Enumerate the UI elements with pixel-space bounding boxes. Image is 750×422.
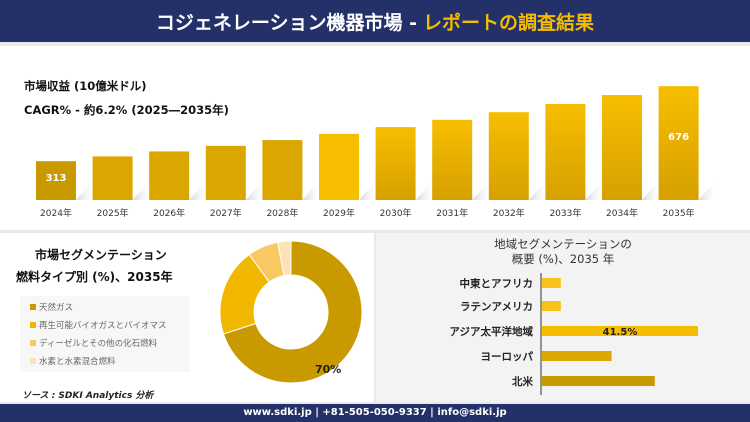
revenue-bar <box>658 86 699 200</box>
source-note: ソース : SDKI Analytics 分析 <box>22 391 154 401</box>
year-tick-label: 2030年 <box>380 207 412 219</box>
revenue-bar <box>319 133 359 200</box>
year-tick-label: 2025年 <box>97 207 129 219</box>
region-bar <box>542 376 655 386</box>
legend-swatch <box>30 304 36 310</box>
bar-shadow <box>698 182 715 200</box>
year-tick-label: 2027年 <box>210 207 242 219</box>
year-tick-label: 2031年 <box>436 207 468 219</box>
legend-swatch <box>30 358 36 364</box>
revenue-bar <box>205 145 246 200</box>
year-tick-label: 2026年 <box>153 207 185 219</box>
bar-shadow <box>302 182 319 200</box>
header-title: コジェネレーション機器市場 - <box>155 11 418 34</box>
donut-slice <box>222 241 363 384</box>
bar-shadow <box>245 182 262 200</box>
year-tick-label: 2028年 <box>266 207 298 219</box>
revenue-bar <box>432 119 473 200</box>
legend-item: 天然ガス <box>20 298 190 316</box>
year-tick-label: 2034年 <box>606 207 638 219</box>
revenue-label: 市場収益 (10億米ドル) <box>24 79 147 93</box>
revenue-bar <box>262 140 303 200</box>
legend-item: 水素と水素混合燃料 <box>20 352 190 370</box>
fuel-donut-chart: 70% <box>219 241 363 384</box>
bar-shadow <box>528 182 545 200</box>
revenue-bar <box>545 103 586 200</box>
legend-swatch <box>30 340 36 346</box>
legend-label: 再生可能バイオガスとバイオマス <box>39 321 167 331</box>
revenue-bar-chart: 2024年 313 2025年 2026年 2027年 2028年 2029年 2030年 20… <box>36 86 715 219</box>
fuel-legend: 天然ガス再生可能バイオガスとバイオマス ディーゼルとその他の化石燃料 水素と水素混合… <box>20 296 190 372</box>
fuel-subtitle: 燃料タイプ別 (%)、2035年 <box>16 270 173 284</box>
legend-label: 天然ガス <box>39 303 74 313</box>
bar-shadow <box>472 182 489 200</box>
region-label: 北米 <box>512 375 533 388</box>
region-bar <box>542 301 561 311</box>
region-bar <box>542 326 698 336</box>
bar-shadow <box>585 182 602 200</box>
legend-label: 水素と水素混合燃料 <box>39 357 116 367</box>
legend-swatch <box>30 322 36 328</box>
revenue-bar <box>602 95 642 200</box>
region-label: ヨーロッパ <box>481 351 534 363</box>
legend-label: ディーゼルとその他の化石燃料 <box>39 339 158 349</box>
revenue-bar <box>375 127 416 200</box>
region-subtitle: 概要 (%)、2035 年 <box>511 252 615 266</box>
revenue-bar <box>149 151 190 200</box>
region-label: アジア太平洋地域 <box>449 325 533 338</box>
footer-contact: www.sdki.jp | +81-505-050-9337 | info@sd… <box>0 404 750 422</box>
legend-item: ディーゼルとその他の化石燃料 <box>20 334 190 352</box>
region-segmentation-panel: 地域セグメンテーションの 概要 (%)、2035 年 中東とアフリカ ラテンアメリ… <box>376 233 750 402</box>
header-title-accent: レポートの調査結果 <box>423 11 595 34</box>
region-title: 地域セグメンテーションの <box>494 237 632 251</box>
bar-shadow <box>76 182 92 200</box>
year-tick-label: 2029年 <box>323 207 355 219</box>
region-label: 中東とアフリカ <box>460 277 534 290</box>
year-tick-label: 2035年 <box>663 207 695 219</box>
region-bar-data-label: 41.5% <box>603 327 638 338</box>
bar-shadow <box>132 182 149 200</box>
legend-item: 再生可能バイオガスとバイオマス <box>20 316 190 334</box>
region-bar <box>542 351 612 361</box>
revenue-bar <box>488 112 529 200</box>
donut-slice-label: 70% <box>315 363 341 376</box>
bar-shadow <box>415 182 432 200</box>
bar-shadow <box>642 182 658 200</box>
year-tick-label: 2024年 <box>40 207 72 219</box>
revenue-bar <box>92 156 133 200</box>
revenue-bar <box>36 161 76 200</box>
report-header: コジェネレーション機器市場 - レポートの調査結果 <box>0 0 750 42</box>
region-bar <box>542 278 561 288</box>
bar-data-label: 313 <box>46 173 67 184</box>
year-tick-label: 2032年 <box>493 207 525 219</box>
revenue-panel: 市場収益 (10億米ドル) CAGR% - 約6.2% (2025―2035年)… <box>0 46 750 230</box>
donut-slice <box>277 241 292 277</box>
region-label: ラテンアメリカ <box>460 301 533 313</box>
bar-data-label: 676 <box>668 132 689 143</box>
bar-shadow <box>359 182 375 200</box>
bar-shadow <box>189 182 206 200</box>
fuel-title: 市場セグメンテーション <box>35 248 167 262</box>
cagr-label: CAGR% - 約6.2% (2025―2035年) <box>24 103 229 117</box>
year-tick-label: 2033年 <box>549 207 581 219</box>
